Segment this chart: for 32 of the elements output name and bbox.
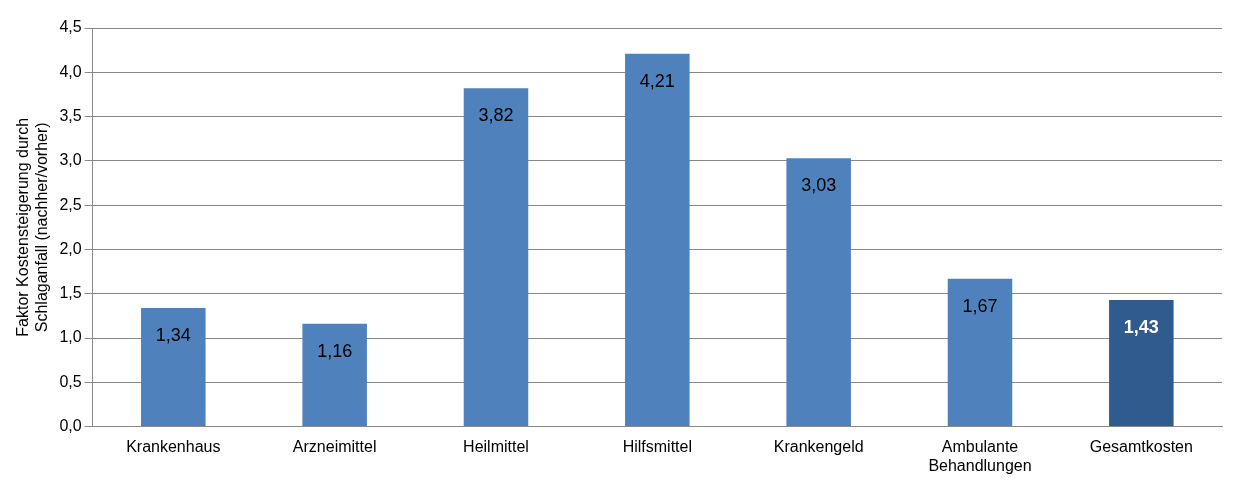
- y-tick-label: 2,0: [59, 239, 82, 257]
- data-label: 1,16: [317, 340, 353, 361]
- x-tick-label: Ambulante Behandlungen: [928, 437, 1032, 474]
- data-label: 3,03: [801, 175, 837, 196]
- y-tick-label: 4,5: [59, 18, 82, 36]
- data-label: 3,82: [478, 105, 514, 126]
- bar: [141, 307, 206, 427]
- bar: [302, 323, 367, 427]
- data-label: 4,21: [639, 70, 675, 91]
- y-tick-label: 0,5: [59, 372, 82, 390]
- y-tick-label: 1,5: [59, 284, 82, 302]
- x-tick-label: Heilmittel: [463, 437, 529, 455]
- y-tick-label: 2,5: [59, 195, 82, 213]
- x-tick-label: Krankengeld: [773, 437, 864, 455]
- y-tick-label: 0,0: [59, 417, 82, 435]
- bar: [625, 53, 690, 427]
- y-tick-label: 4,0: [59, 62, 82, 80]
- data-label: 1,67: [962, 295, 998, 316]
- x-tick-label: Hilfsmittel: [622, 437, 692, 455]
- x-tick-label: Arzneimittel: [292, 437, 377, 455]
- x-tick-label: Krankenhaus: [126, 437, 221, 455]
- data-label: 1,43: [1123, 316, 1159, 337]
- bar: [1109, 299, 1174, 427]
- bar: [463, 88, 529, 427]
- y-tick-label: 1,0: [59, 328, 82, 346]
- data-label: 1,34: [155, 324, 191, 345]
- y-axis-title: Faktor Kostensteigerung durch Schlaganfall (nachher/vorher): [14, 117, 51, 337]
- bar: [947, 278, 1013, 427]
- y-tick-label: 3,0: [59, 151, 82, 169]
- bar: [786, 158, 851, 427]
- x-tick-label: Gesamtkosten: [1089, 437, 1193, 455]
- y-tick-label: 3,5: [59, 106, 82, 124]
